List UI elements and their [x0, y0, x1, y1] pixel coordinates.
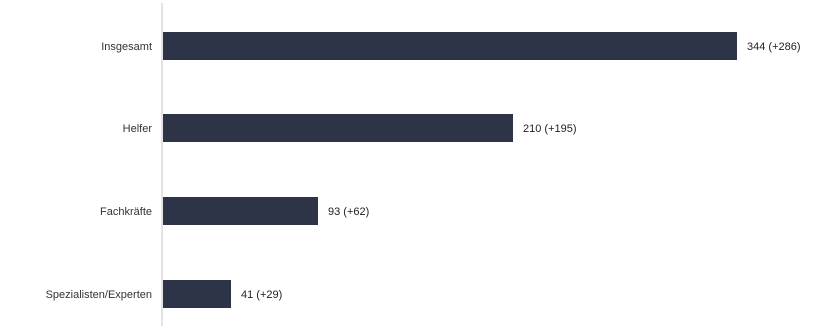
category-label: Spezialisten/Experten [46, 289, 152, 301]
bar [163, 114, 513, 142]
category-label: Helfer [123, 123, 153, 135]
value-label: 41 (+29) [241, 289, 282, 301]
category-label: Fachkräfte [100, 206, 152, 218]
value-label: 93 (+62) [328, 206, 369, 218]
bar-row: Helfer 210 (+195) [123, 114, 577, 142]
bar [163, 280, 231, 308]
category-label: Insgesamt [101, 41, 152, 53]
bar-row: Insgesamt 344 (+286) [101, 32, 801, 60]
value-label: 210 (+195) [523, 123, 577, 135]
bar [163, 197, 318, 225]
value-label: 344 (+286) [747, 41, 801, 53]
bar-row: Fachkräfte 93 (+62) [100, 197, 369, 225]
bar [163, 32, 737, 60]
bar-row: Spezialisten/Experten 41 (+29) [46, 280, 282, 308]
